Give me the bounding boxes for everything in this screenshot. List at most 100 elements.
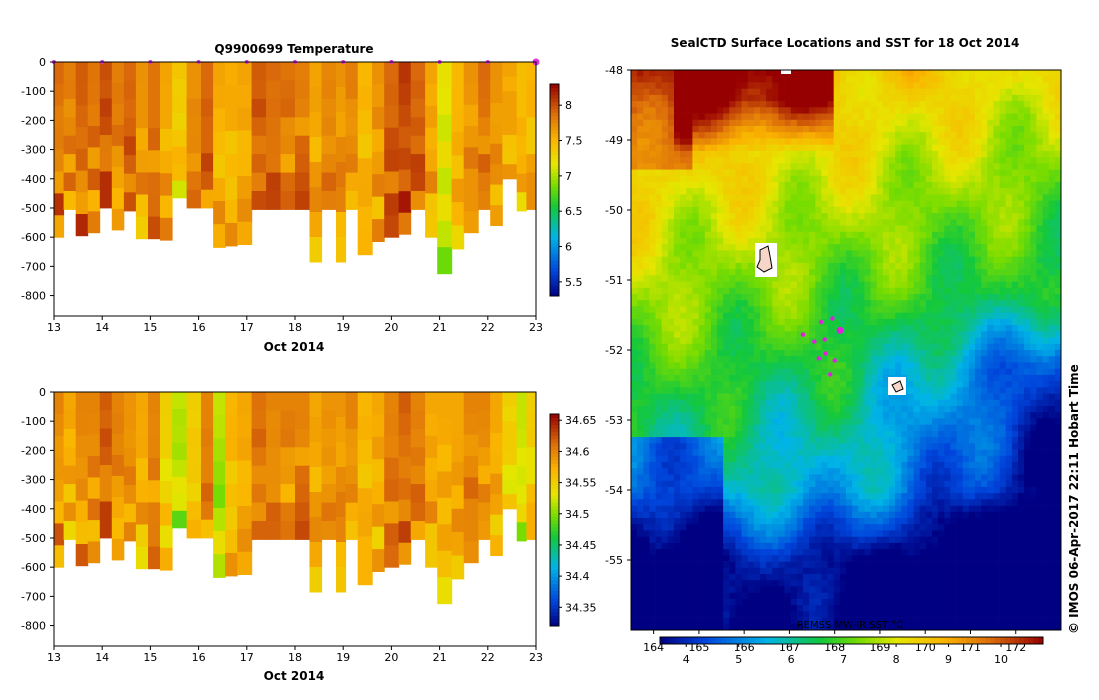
profile-cell: [384, 193, 400, 216]
profile-cell: [123, 62, 137, 82]
sst-cell: [680, 486, 687, 494]
sst-cell: [704, 493, 712, 500]
sst-cell: [686, 126, 693, 133]
colorbar-segment: [550, 516, 559, 521]
sst-cell: [876, 300, 884, 307]
sst-cell: [710, 462, 718, 469]
sst-cell: [747, 256, 755, 264]
colorbar-segment: [550, 154, 559, 159]
profile-cell: [75, 435, 89, 458]
sst-cell: [649, 200, 656, 208]
sst-cell: [704, 188, 712, 195]
sst-cell: [839, 213, 847, 220]
sst-cell: [796, 437, 804, 444]
sst-cell: [686, 331, 693, 338]
profile-cell: [478, 465, 491, 485]
sst-cell: [686, 393, 693, 401]
sst-cell: [753, 598, 761, 606]
sst-cell: [803, 300, 810, 307]
sst-cell: [655, 318, 663, 326]
sst-cell: [846, 567, 853, 575]
sst-cell: [674, 574, 681, 581]
sst-cell: [710, 362, 718, 370]
sst-cell: [686, 530, 693, 538]
sst-cell: [643, 306, 650, 314]
sst-cell: [870, 374, 878, 382]
sst-cell: [772, 437, 779, 444]
sst-cell: [895, 505, 902, 513]
profile-cell: [99, 80, 113, 99]
sst-cell: [735, 574, 742, 581]
sst-cell: [907, 536, 914, 544]
sst-cell: [692, 275, 699, 282]
profile-cell: [148, 84, 161, 107]
sst-cell: [637, 542, 644, 550]
sst-cell: [692, 530, 699, 538]
sst-cell: [698, 555, 706, 562]
profile-cell: [490, 164, 503, 186]
sst-cell: [643, 350, 650, 357]
profile-cell: [225, 552, 238, 577]
sst-cell: [680, 623, 687, 631]
sst-cell: [747, 157, 755, 164]
sst-cell: [889, 406, 896, 413]
sst-cell: [809, 126, 816, 133]
sst-cell: [882, 368, 890, 376]
colorbar-segment: [550, 253, 559, 258]
colorbar-segment: [550, 573, 559, 577]
sst-cell: [803, 169, 810, 177]
sst-cell: [790, 399, 798, 407]
sst-cell: [631, 88, 638, 96]
sst-cell: [735, 157, 742, 164]
profile-cell: [502, 149, 518, 165]
sst-cell: [704, 318, 712, 326]
sst-cell: [637, 300, 644, 307]
sst-cell: [870, 611, 878, 618]
sst-cell: [649, 387, 656, 394]
sst-cell: [889, 157, 896, 164]
sst-cell: [778, 555, 785, 562]
sst-cell: [858, 555, 865, 562]
sst-cell: [631, 312, 638, 320]
sst-cell: [815, 306, 822, 314]
sst-cell: [821, 586, 828, 594]
sst-cell: [747, 350, 755, 357]
sst-cell: [631, 144, 638, 152]
sst-cell: [901, 350, 908, 357]
sst-cell: [686, 381, 693, 388]
sst-cell: [772, 418, 779, 426]
sst-cell: [852, 294, 859, 301]
sst-cell: [766, 294, 773, 301]
profile-cell: [321, 410, 337, 430]
sst-cell: [852, 393, 859, 401]
sst-cell: [803, 412, 810, 419]
sst-cell: [723, 325, 730, 332]
sst-cell: [717, 449, 724, 457]
sst-cell: [680, 76, 687, 83]
sst-cell: [870, 474, 878, 482]
sst-cell: [643, 586, 650, 594]
sst-cell: [680, 331, 687, 338]
sst-cell: [649, 238, 656, 245]
sst-cell: [686, 213, 693, 220]
sst-cell: [680, 412, 687, 419]
sst-cell: [674, 107, 681, 114]
profile-cell: [280, 135, 296, 155]
sst-cell: [717, 393, 724, 401]
sst-cell: [655, 443, 663, 450]
sst-cell: [649, 256, 656, 264]
sst-cell: [741, 188, 749, 195]
sst-cell: [821, 88, 828, 96]
sst-cell: [907, 256, 914, 264]
sst-cell: [704, 225, 712, 233]
sst-cell: [827, 163, 835, 170]
sst-cell: [778, 399, 785, 407]
sst-cell: [760, 406, 767, 413]
sst-cell: [698, 480, 706, 488]
sst-cell: [735, 113, 742, 121]
profile-cell: [425, 413, 438, 437]
sst-cell: [889, 449, 896, 457]
sst-cell: [661, 300, 669, 307]
profile-cell: [463, 456, 479, 478]
colorbar-segment: [550, 576, 559, 581]
